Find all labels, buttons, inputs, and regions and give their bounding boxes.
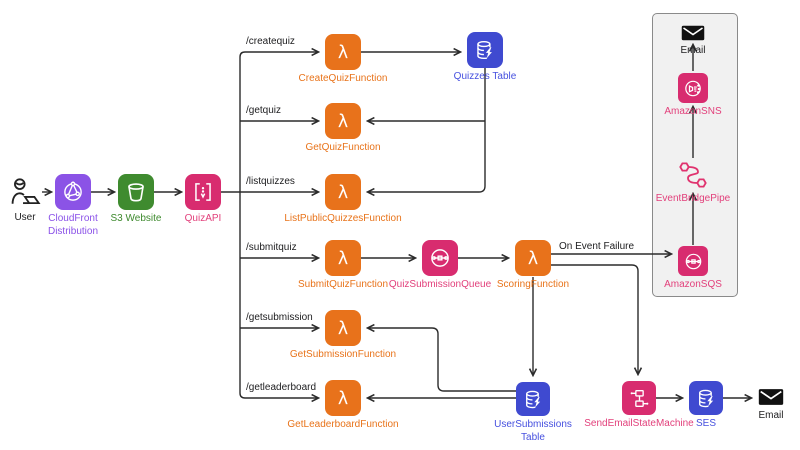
lambda-icon: λ <box>325 240 361 276</box>
user-icon <box>8 175 42 209</box>
node-label: UserSubmissions Table <box>494 419 572 443</box>
on-event-failure-label: On Event Failure <box>559 241 635 252</box>
node-label: ListPublicQuizzesFunction <box>284 213 402 224</box>
node-user-submissions-table: UserSubmissions Table <box>458 382 608 444</box>
edge-api-trunk <box>239 51 246 399</box>
node-label: AmazonSNS <box>664 106 722 117</box>
node-scoring-function: λ ScoringFunction <box>458 240 608 292</box>
node-label: CreateQuizFunction <box>298 73 388 84</box>
node-quizapi: QuizAPI <box>128 174 278 226</box>
node-quiz-submission-queue: QuizSubmissionQueue <box>365 240 515 292</box>
svg-text:λ: λ <box>338 389 348 409</box>
edge-quizzestable-listfn <box>368 68 486 192</box>
dynamodb-table-icon <box>467 32 503 68</box>
svg-text:λ: λ <box>338 112 348 132</box>
step-functions-icon <box>622 381 656 415</box>
email-icon <box>681 24 705 42</box>
lambda-icon: λ <box>325 310 361 346</box>
edge-usersub-getsubmissionfn <box>368 328 516 392</box>
svg-text:λ: λ <box>338 43 348 63</box>
node-s3-website: S3 Website <box>61 174 211 226</box>
sqs-queue-icon <box>422 240 458 276</box>
sns-icon <box>678 73 708 103</box>
ses-icon <box>689 381 723 415</box>
node-get-quiz-function: λ GetQuizFunction <box>268 103 418 155</box>
node-event-bridge-pipe: EventBridgePipe <box>618 160 768 206</box>
lambda-icon: λ <box>325 380 361 416</box>
route-getquiz: /getquiz <box>246 105 282 116</box>
edge-group <box>42 45 751 398</box>
node-label: SubmitQuizFunction <box>297 279 389 290</box>
node-label: GetSubmissionFunction <box>289 349 397 360</box>
node-label: CloudFront Distribution <box>47 213 99 237</box>
lambda-icon: λ <box>325 34 361 70</box>
svg-text:λ: λ <box>528 249 538 269</box>
node-failure-email: Email <box>618 24 768 58</box>
node-label: QuizAPI <box>184 213 222 224</box>
node-get-submission-function: λ GetSubmissionFunction <box>268 310 418 362</box>
route-getleaderboard: /getleaderboard <box>246 382 317 393</box>
node-submit-quiz-function: λ SubmitQuizFunction <box>268 240 418 292</box>
node-ses: SES <box>631 381 781 431</box>
node-label: Quizzes Table <box>453 71 517 82</box>
node-label: Email <box>758 410 784 421</box>
svg-text:λ: λ <box>338 183 348 203</box>
node-label: AmazonSQS <box>664 279 722 290</box>
node-send-email-state-machine: SendEmailStateMachine <box>564 381 714 431</box>
node-label: ScoringFunction <box>496 279 570 290</box>
edge-scoring-statemachine <box>551 264 638 374</box>
lambda-icon: λ <box>325 103 361 139</box>
sqs-queue-icon <box>678 246 708 276</box>
lambda-icon: λ <box>515 240 551 276</box>
email-icon <box>758 387 784 407</box>
svg-text:λ: λ <box>338 319 348 339</box>
cloudfront-icon <box>55 174 91 210</box>
route-listquizzes: /listquizzes <box>246 176 295 187</box>
node-amazon-sqs: AmazonSQS <box>618 246 768 292</box>
node-create-quiz-function: λ CreateQuizFunction <box>268 34 418 86</box>
node-email-recipient: Email <box>696 387 800 423</box>
node-label: QuizSubmissionQueue <box>388 279 492 290</box>
s3-bucket-icon <box>118 174 154 210</box>
node-label: GetQuizFunction <box>305 142 381 153</box>
node-amazon-sns: AmazonSNS <box>618 73 768 119</box>
node-label: S3 Website <box>110 213 162 224</box>
api-gateway-icon <box>185 174 221 210</box>
node-get-leaderboard-function: λ GetLeaderboardFunction <box>268 380 418 432</box>
eventbridge-pipe-icon <box>676 160 710 190</box>
node-label: SES <box>695 418 716 429</box>
node-user: User <box>0 175 100 225</box>
node-label: EventBridgePipe <box>655 193 731 204</box>
route-submitquiz: /submitquiz <box>246 242 297 253</box>
node-cloudfront: CloudFront Distribution <box>0 174 148 238</box>
lambda-icon: λ <box>325 174 361 210</box>
node-label: User <box>14 212 36 223</box>
route-createquiz: /createquiz <box>246 36 295 47</box>
route-getsubmission: /getsubmission <box>246 312 313 323</box>
node-label: Email <box>680 45 706 56</box>
dynamodb-table-icon <box>516 382 550 416</box>
node-list-public-quizzes-function: λ ListPublicQuizzesFunction <box>268 174 418 226</box>
node-quizzes-table: Quizzes Table <box>410 32 560 84</box>
node-label: GetLeaderboardFunction <box>287 419 399 430</box>
node-label: SendEmailStateMachine <box>584 418 694 429</box>
svg-text:λ: λ <box>338 249 348 269</box>
